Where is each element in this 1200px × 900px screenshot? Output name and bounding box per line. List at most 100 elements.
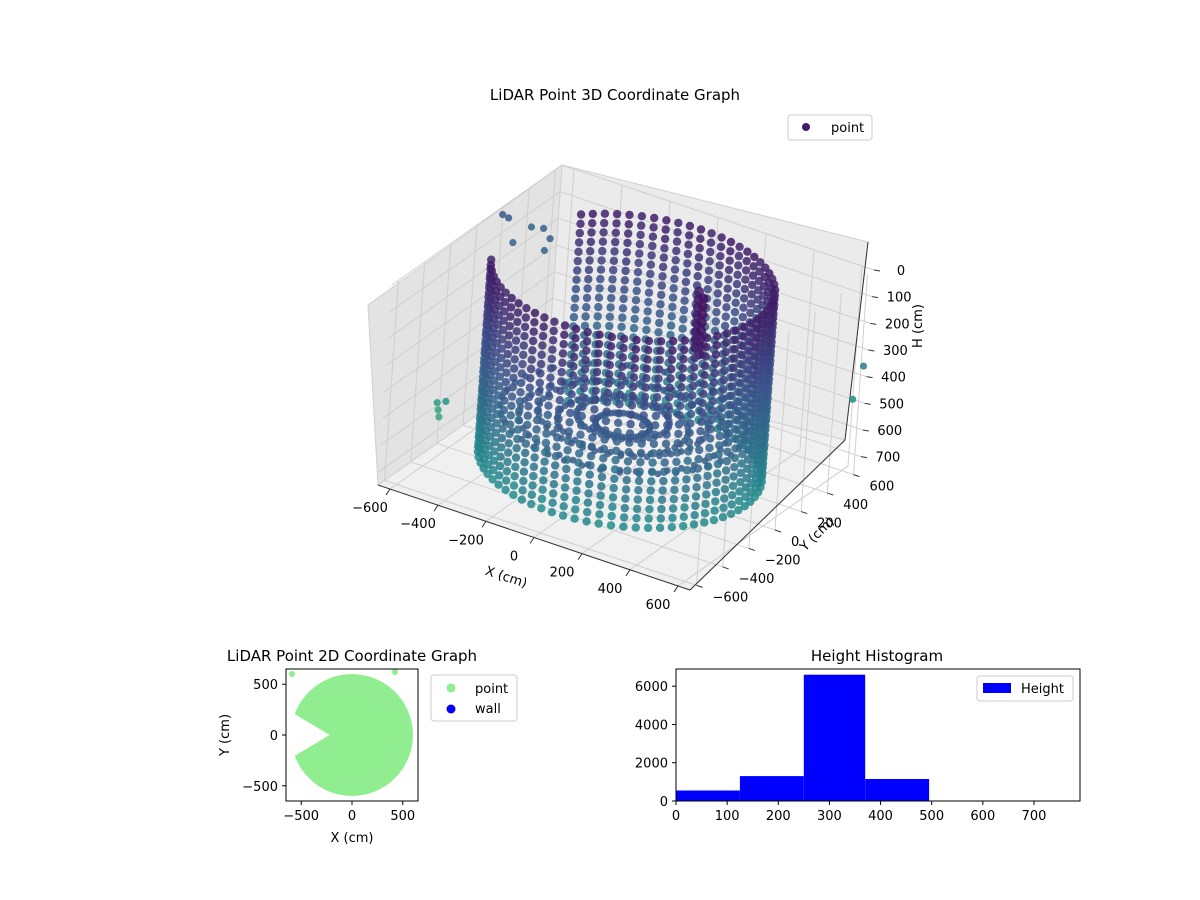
- lidar-point: [748, 280, 757, 290]
- lidar-point: [600, 209, 610, 218]
- lidar-point: [713, 459, 723, 469]
- lidar-point: [611, 237, 620, 247]
- histogram-bar: [676, 790, 740, 801]
- lidar-point: [575, 228, 584, 238]
- lidar-point: [669, 284, 678, 293]
- lidar-point: [603, 398, 612, 407]
- lidar-point: [646, 260, 656, 269]
- lidar-point: [588, 209, 597, 219]
- lidar-point: [582, 303, 591, 312]
- lidar-point: [595, 500, 605, 510]
- lidar-point: [584, 275, 593, 284]
- lidar-point: [606, 342, 616, 351]
- lidar-point: [619, 343, 628, 353]
- lidar-point: [586, 461, 595, 470]
- lidar-point: [679, 355, 688, 364]
- lidar-point: [736, 468, 746, 478]
- lidar-point: [667, 364, 676, 374]
- lidar-point: [528, 346, 537, 355]
- lidar-point: [709, 515, 719, 525]
- lidar-point: [612, 437, 622, 446]
- lidar-point: [647, 477, 656, 486]
- lidar-point: [705, 443, 714, 453]
- lidar-point: [593, 312, 602, 321]
- lidar-point: [694, 253, 704, 262]
- lidar-point: [585, 256, 594, 265]
- lidar-point: [745, 347, 754, 356]
- lidar-point: [646, 486, 655, 495]
- lidar-point: [518, 486, 527, 495]
- lidar-point: [631, 354, 640, 363]
- lidar-point: [680, 493, 690, 503]
- lidar-point: [500, 307, 509, 316]
- lidar-point: [636, 458, 645, 467]
- lidar-point: [571, 334, 580, 343]
- lidar-point: [732, 279, 742, 289]
- lidar-point: [683, 456, 692, 465]
- lidar-point: [632, 504, 642, 514]
- lidar-point: [742, 256, 751, 266]
- y-tick-mark: [827, 492, 834, 496]
- lidar-point: [718, 394, 727, 403]
- lidar-point: [747, 290, 756, 299]
- lidar-point: [746, 328, 755, 338]
- lidar-point: [741, 403, 750, 412]
- lidar-point: [585, 470, 594, 479]
- 3d-legend-label-point: point: [831, 121, 864, 136]
- lidar-point: [599, 444, 609, 454]
- lidar-point: [708, 397, 717, 406]
- lidar-point: [670, 274, 679, 284]
- lidar-point: [580, 365, 590, 374]
- lidar-point: [621, 485, 631, 494]
- lidar-point: [521, 448, 530, 458]
- lidar-point: [739, 323, 749, 332]
- lidar-point: [610, 474, 619, 483]
- lidar-point: [746, 418, 755, 427]
- lidar-point: [659, 476, 668, 486]
- lidar-point: [706, 247, 715, 257]
- lidar-point: [570, 343, 579, 352]
- lidar-point: [714, 280, 723, 289]
- lidar-point: [735, 388, 744, 397]
- lidar-point: [509, 364, 519, 373]
- lidar-point: [695, 244, 704, 253]
- lidar-point: [600, 435, 609, 444]
- lidar-point: [734, 496, 744, 506]
- lidar-point: [686, 409, 696, 419]
- lidar-point: [554, 414, 563, 423]
- lidar-point: [715, 441, 724, 450]
- x-tick-mark: [385, 488, 391, 496]
- y-tick-mark: [800, 511, 808, 515]
- lidar-point: [750, 252, 759, 262]
- lidar-point: [705, 257, 714, 266]
- lidar-point: [712, 298, 722, 308]
- lidar-point: [511, 462, 520, 472]
- lidar-point: [615, 399, 624, 409]
- lidar-point: [645, 495, 655, 505]
- lidar-point: [657, 504, 666, 514]
- 2d-legend-label-point: point: [475, 682, 508, 697]
- lidar-point: [580, 374, 589, 383]
- lidar-point: [625, 429, 635, 438]
- lidar-point: [581, 312, 590, 321]
- x-tick-label: 400: [598, 582, 623, 597]
- lidar-point: [504, 448, 513, 457]
- lidar-point: [598, 237, 608, 246]
- lidar-point: [573, 467, 583, 477]
- lidar-point: [505, 420, 515, 429]
- lidar-point: [706, 238, 716, 247]
- x-tick-label: 0: [348, 809, 356, 824]
- lidar-point: [689, 372, 698, 381]
- lidar-point: [668, 504, 678, 513]
- y-tick-label: −200: [765, 553, 801, 568]
- lidar-point: [509, 481, 519, 490]
- lidar-point: [656, 337, 666, 346]
- lidar-point: [704, 266, 714, 275]
- lidar-point: [648, 241, 657, 251]
- lidar-point: [544, 401, 553, 410]
- lidar-point: [662, 216, 671, 225]
- lidar-point: [605, 312, 615, 321]
- lidar-point: [535, 378, 544, 387]
- lidar-point: [668, 346, 677, 355]
- lidar-point: [698, 293, 709, 304]
